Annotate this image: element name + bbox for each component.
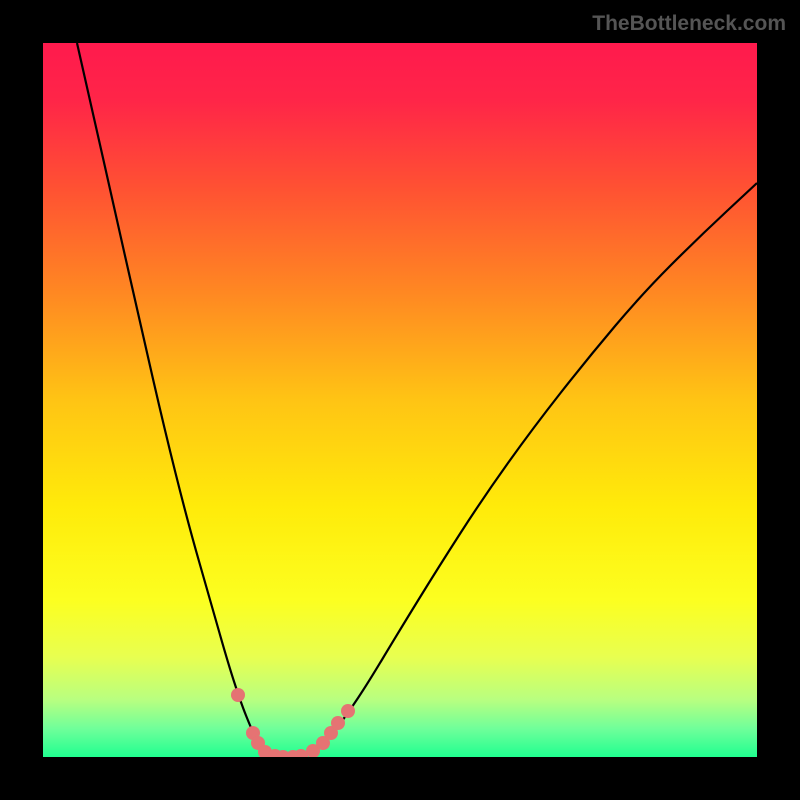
chart-container — [43, 43, 757, 757]
data-marker — [294, 749, 308, 757]
data-marker — [331, 716, 345, 730]
data-marker — [341, 704, 355, 718]
curve-right-branch — [303, 183, 757, 756]
data-marker — [231, 688, 245, 702]
watermark-text: TheBottleneck.com — [592, 12, 786, 36]
curve-plot — [43, 43, 757, 757]
curve-left-branch — [77, 43, 273, 756]
